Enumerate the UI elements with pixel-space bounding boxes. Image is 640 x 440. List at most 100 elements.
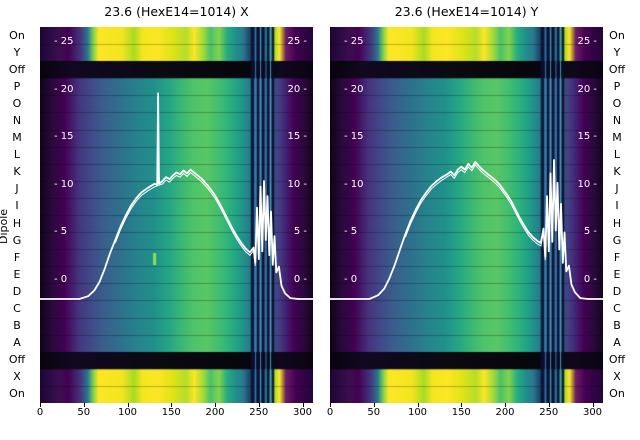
row-label: J bbox=[615, 182, 619, 196]
row-label: D bbox=[12, 284, 22, 298]
inner-tick-label-left: - 15 bbox=[54, 131, 74, 143]
inner-tick-label-right: 5 - bbox=[293, 226, 307, 238]
row-label: N bbox=[12, 114, 22, 127]
plot-y: 23.6 (HexE14=1014) Y - 25 25 - - 20 20 - - 1… bbox=[327, 4, 604, 418]
x-tick-mark bbox=[592, 403, 594, 407]
plot-y-title: 23.6 (HexE14=1014) Y bbox=[394, 4, 539, 19]
row-label: I bbox=[15, 199, 19, 213]
row-label: K bbox=[613, 165, 621, 179]
inner-tick-label-left: - 20 bbox=[344, 83, 364, 95]
row-label: E bbox=[613, 267, 621, 281]
x-tick-label: 100 bbox=[407, 407, 428, 418]
row-label: C bbox=[13, 302, 21, 315]
inner-tick-label-right: 25 - bbox=[287, 36, 307, 47]
row-label: X bbox=[613, 370, 621, 384]
inner-tick-label-left: - 25 bbox=[54, 36, 74, 47]
x-tick-mark bbox=[258, 403, 260, 407]
row-label: D bbox=[612, 284, 622, 298]
row-label: N bbox=[612, 114, 622, 127]
row-label: B bbox=[13, 319, 21, 333]
row-label: X bbox=[13, 370, 21, 384]
x-tick-label: 150 bbox=[451, 407, 471, 418]
inner-tick-label-right: 20 - bbox=[577, 83, 597, 95]
curve-x-line bbox=[39, 92, 314, 300]
x-tick-label: 300 bbox=[292, 407, 313, 418]
inner-tick-label-left: - 0 bbox=[344, 274, 358, 285]
x-tick-label: 50 bbox=[367, 407, 381, 418]
inner-tick-label-right: 0 - bbox=[583, 274, 597, 285]
row-label: F bbox=[13, 250, 21, 264]
inner-tick-label-right: 15 - bbox=[577, 131, 597, 143]
x-tick-label: 250 bbox=[249, 407, 269, 418]
row-label: Off bbox=[608, 353, 626, 367]
x-tick-mark bbox=[302, 403, 304, 407]
inner-tick-label-left: - 25 bbox=[344, 36, 364, 47]
row-label: M bbox=[12, 131, 22, 145]
row-label: Y bbox=[13, 45, 21, 59]
row-label: On bbox=[609, 28, 625, 42]
inner-tick-label-right: 20 - bbox=[287, 83, 307, 95]
x-tick-label: 100 bbox=[117, 407, 138, 418]
inner-tick-label-left: - 10 bbox=[344, 178, 364, 190]
x-tick-label: 300 bbox=[582, 407, 603, 418]
row-label: L bbox=[13, 148, 21, 162]
row-label: H bbox=[612, 216, 622, 230]
row-labels-left: On Y Off P O N M L K J I H G F E D C B A Off X On bbox=[4, 0, 34, 440]
row-label: K bbox=[13, 165, 21, 179]
row-label: E bbox=[13, 267, 21, 281]
x-tick-mark bbox=[373, 403, 375, 407]
x-tick-label: 200 bbox=[205, 407, 225, 418]
x-tick-label: 50 bbox=[77, 407, 91, 418]
x-tick-mark bbox=[548, 403, 550, 407]
x-tick-label: 0 bbox=[36, 407, 44, 418]
row-label: A bbox=[13, 336, 21, 350]
row-labels-right: On Y Off P O N M L K J I H G F E D C B A Off X On bbox=[604, 0, 634, 440]
x-tick-mark bbox=[215, 403, 216, 407]
x-tick-mark bbox=[505, 403, 506, 407]
row-label: B bbox=[613, 319, 621, 333]
inner-tick-label-right: 5 - bbox=[583, 226, 597, 238]
inner-tick-label-left: - 15 bbox=[344, 131, 364, 143]
row-label: A bbox=[613, 336, 621, 350]
x-tick-label: 250 bbox=[539, 407, 559, 418]
row-label: O bbox=[12, 96, 22, 110]
inner-tick-label-right: 10 - bbox=[577, 178, 597, 190]
plot-x: 23.6 (HexE14=1014) X - 25 25 - - 20 20 - - 1… bbox=[37, 4, 314, 418]
inner-tick-label-right: 10 - bbox=[287, 178, 307, 190]
row-label: Off bbox=[608, 62, 626, 76]
row-label: H bbox=[12, 216, 22, 230]
row-label: On bbox=[9, 28, 25, 42]
inner-tick-label-left: - 10 bbox=[54, 178, 74, 190]
x-tick-label: 200 bbox=[495, 407, 515, 418]
inner-tick-label-right: 15 - bbox=[287, 131, 307, 143]
row-label: P bbox=[13, 79, 21, 93]
inner-tick-label-right: 25 - bbox=[577, 36, 597, 47]
inner-tick-label-right: 0 - bbox=[293, 274, 307, 285]
inner-tick-label-left: - 20 bbox=[54, 83, 74, 95]
inner-tick-label-left: - 5 bbox=[54, 226, 68, 238]
x-tick-mark bbox=[40, 403, 41, 407]
plot-x-title: 23.6 (HexE14=1014) X bbox=[104, 4, 249, 19]
row-label: Off bbox=[8, 353, 26, 367]
x-tick-mark bbox=[330, 403, 331, 407]
x-tick-mark bbox=[417, 403, 419, 407]
row-label: G bbox=[612, 233, 622, 247]
row-label: On bbox=[609, 387, 625, 401]
x-tick-mark bbox=[127, 403, 129, 407]
x-tick-label: 150 bbox=[161, 407, 181, 418]
inner-tick-label-left: - 5 bbox=[344, 226, 358, 238]
x-tick-mark bbox=[83, 403, 85, 407]
row-label: C bbox=[613, 302, 621, 315]
row-label: F bbox=[613, 250, 621, 264]
row-label: Off bbox=[8, 62, 26, 76]
inner-tick-label-left: - 0 bbox=[54, 274, 68, 285]
row-label: Y bbox=[613, 45, 621, 59]
row-label: I bbox=[615, 199, 619, 213]
row-label: O bbox=[612, 96, 622, 110]
x-tick-mark bbox=[461, 403, 463, 407]
row-label: L bbox=[613, 148, 621, 162]
row-label: J bbox=[15, 182, 19, 196]
x-tick-mark bbox=[171, 403, 173, 407]
x-tick-label: 0 bbox=[326, 407, 334, 418]
